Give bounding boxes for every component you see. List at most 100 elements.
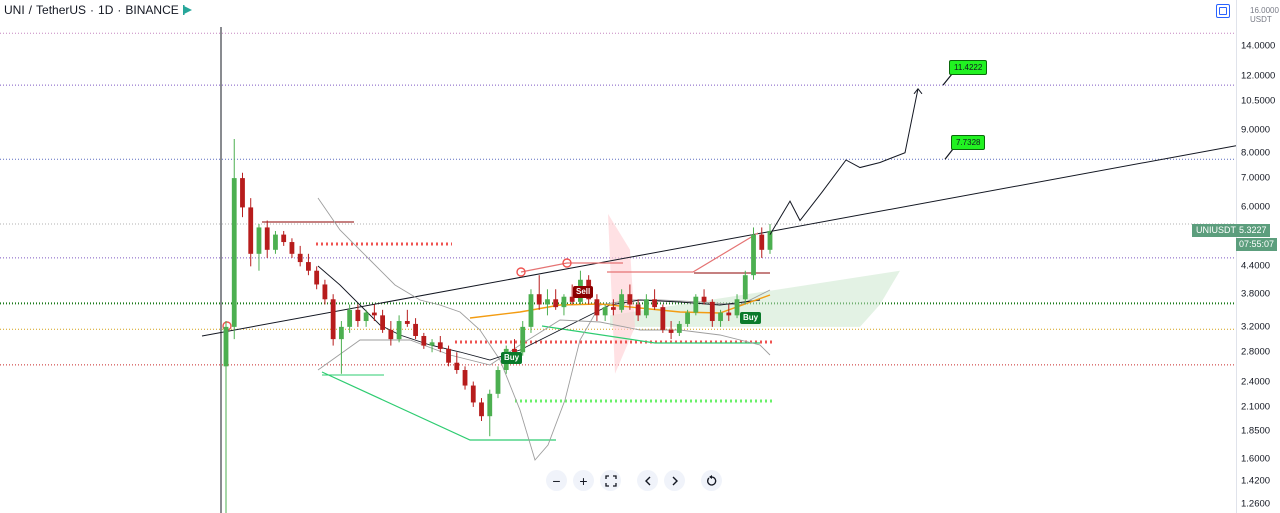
candle-body (619, 294, 625, 310)
candle-down (446, 345, 451, 367)
candle-down (248, 198, 254, 267)
reset-button[interactable] (701, 470, 722, 491)
forecast-arrowhead (913, 87, 923, 95)
scroll-right-button[interactable] (664, 470, 685, 491)
y-tick-label: 1.6000 (1241, 453, 1271, 465)
settings-square-icon[interactable] (1216, 4, 1230, 18)
trend-drawings (201, 27, 1236, 513)
candle-down (536, 275, 542, 310)
candle-down (388, 321, 394, 346)
interval-separator: · (90, 3, 95, 17)
candle-down (610, 299, 616, 316)
buy-signal-badge: Buy (501, 352, 523, 364)
buy-signal-badge-2: Buy (740, 312, 762, 324)
y-tick-label: 2.1000 (1241, 401, 1271, 413)
candle-up (619, 289, 625, 313)
candle-up (734, 294, 740, 319)
scroll-left-button[interactable] (637, 470, 658, 491)
y-tick-label: 2.4000 (1241, 376, 1271, 388)
zoom-in-button[interactable]: + (573, 470, 594, 491)
y-tick-label: 4.4000 (1241, 260, 1271, 272)
candle-body (338, 326, 344, 340)
candle-down (652, 289, 658, 310)
signal-circle (516, 267, 526, 277)
green-channel-low (321, 371, 556, 441)
currency-label: 16.0000 USDT (1250, 6, 1279, 24)
candle-body (363, 312, 369, 322)
target-label-high: 11.4222 (949, 60, 988, 75)
candle-body (240, 178, 245, 208)
sell-signal-badge: Sell (573, 286, 594, 298)
price-axis[interactable]: 14.0000 12.0000 10.5000 9.0000 8.0000 7.0000 6… (1236, 0, 1280, 513)
candle-body (281, 234, 287, 243)
symbol-separator: / (28, 3, 33, 17)
candle-down (454, 352, 460, 374)
candle-up (718, 309, 723, 327)
candle-body (520, 326, 526, 353)
candle-up (273, 230, 278, 254)
candle-up (528, 289, 534, 333)
candle-down (355, 304, 361, 327)
candle-down (421, 332, 427, 349)
candle-body (751, 234, 756, 276)
candle-body (421, 335, 427, 346)
candle-body (718, 312, 723, 322)
candle-up (643, 294, 649, 319)
candle-body (297, 253, 303, 263)
candle-body (709, 301, 715, 322)
chevron-left-icon (644, 476, 650, 485)
fullscreen-button[interactable] (600, 470, 621, 491)
candle-down (660, 304, 666, 333)
flag-icon[interactable] (182, 5, 193, 15)
cloud-area (610, 270, 900, 327)
candle-body (594, 299, 600, 316)
candle-body (306, 262, 311, 271)
candle-down (322, 279, 328, 305)
symbol-header[interactable]: UNI / TetherUS · 1D · BINANCE (4, 3, 193, 17)
candle-body (701, 296, 707, 302)
currency-unit: USDT (1250, 15, 1272, 24)
candle-up (693, 294, 699, 316)
candle-body (561, 296, 567, 308)
candle-down (479, 398, 484, 422)
candle-down (701, 289, 707, 305)
target-pointer-high (942, 73, 953, 86)
candle-up (231, 138, 237, 340)
reset-icon (706, 474, 716, 486)
candle-up (338, 321, 344, 374)
candle-up (751, 227, 756, 280)
candle-up (561, 294, 567, 316)
candle-down (289, 238, 295, 258)
signal-circle (562, 258, 572, 268)
candle-body (330, 299, 336, 340)
candle-down (462, 366, 468, 390)
exchange-label: BINANCE (125, 3, 179, 17)
candle-body (347, 309, 353, 327)
candle-up (602, 304, 608, 322)
candle-up (676, 321, 682, 336)
candle-body (248, 207, 254, 254)
candle-up (495, 366, 501, 399)
fullscreen-icon (604, 474, 617, 487)
candle-body (553, 299, 559, 308)
y-tick-label: 3.8000 (1241, 288, 1271, 300)
price-chart[interactable] (0, 0, 1236, 513)
candle-body (223, 326, 229, 367)
candle-down (569, 284, 575, 305)
candle-body (470, 385, 476, 403)
target-label-low: 7.7328 (951, 135, 986, 150)
y-tick-label: 14.0000 (1241, 40, 1276, 52)
y-tick-label: 3.2000 (1241, 321, 1271, 333)
candle-down (404, 309, 410, 327)
candle-body (693, 296, 699, 313)
candle-up (223, 321, 229, 513)
candle-up (363, 309, 369, 327)
candle-body (380, 315, 386, 330)
candle-body (487, 393, 493, 417)
candle-body (759, 234, 765, 250)
zoom-out-button[interactable]: − (546, 470, 567, 491)
candle-down (413, 318, 418, 340)
candle-down (553, 289, 559, 310)
candle-body (446, 348, 451, 363)
y-tick-label: 1.2600 (1241, 498, 1271, 510)
